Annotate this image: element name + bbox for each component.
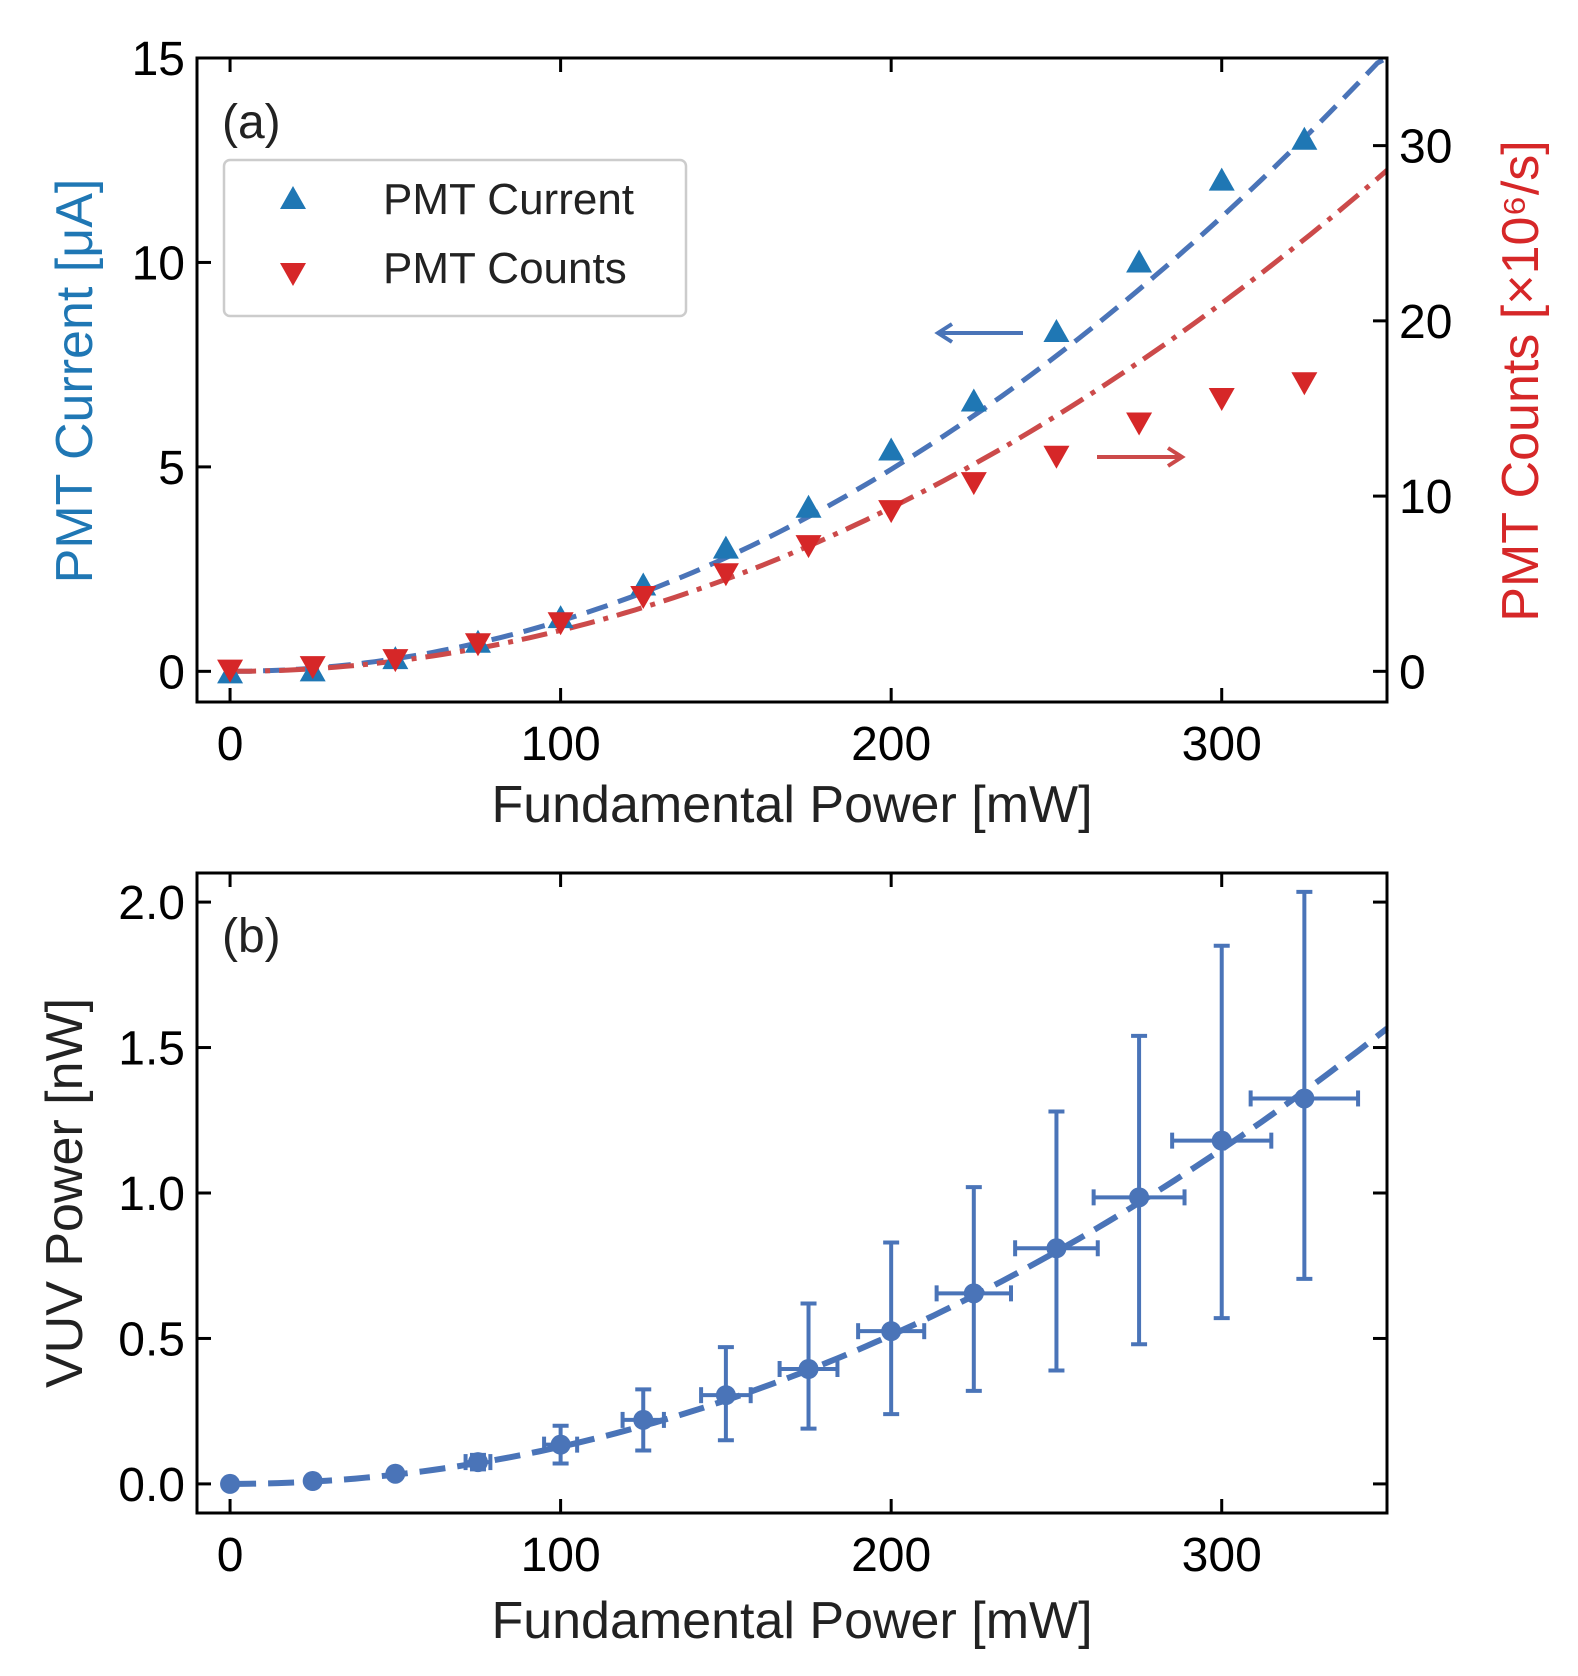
vuv-point [881,1321,902,1342]
y-tick-label-right: 0 [1399,646,1426,699]
y-tick-label-right: 10 [1399,471,1452,524]
y-tick-label: 1.5 [118,1023,185,1076]
vuv-point [1046,1238,1067,1259]
vuv-point [467,1452,488,1473]
panel-a-fits [230,55,1389,674]
current-point [960,388,987,412]
x-tick-label: 300 [1182,1529,1262,1582]
panel-b-frame [195,871,1389,1515]
y-tick-label: 10 [132,237,185,290]
x-tick-label: 200 [851,718,931,771]
panel-a-frame [195,56,1389,704]
counts-point [1291,372,1318,396]
panel-b-xlabel: Fundamental Power [mW] [491,1592,1092,1650]
current-point [1126,249,1153,273]
y-tick-label: 15 [132,33,185,86]
current-point [1043,318,1070,342]
y-tick-label: 1.0 [118,1168,185,1221]
arrow-right-counts [1097,446,1186,468]
vuv-point [715,1385,736,1406]
current-point [1208,167,1235,191]
x-tick-label: 0 [217,718,244,771]
counts-point [382,649,409,673]
counts-point [217,659,244,683]
current-fit-curve [230,55,1389,674]
y-tick-label: 2.0 [118,877,185,930]
y-tick-label-right: 30 [1399,121,1452,174]
panel-a-label: (a) [222,96,281,149]
counts-point [630,585,657,609]
vuv-error-bars [463,889,1361,1472]
legend-current-label: PMT Current [383,175,634,224]
counts-point [1043,445,1070,469]
legend-counts-label: PMT Counts [383,244,627,293]
y-tick-label: 0.5 [118,1313,185,1366]
vuv-point [550,1434,571,1455]
vuv-point [1129,1187,1150,1208]
x-tick-label: 300 [1182,718,1262,771]
panel-a-xlabel: Fundamental Power [mW] [491,776,1092,834]
counts-point [960,472,987,496]
y-tick-label-right: 20 [1399,296,1452,349]
counts-point [1208,387,1235,411]
y-tick-label: 0.0 [118,1459,185,1512]
counts-point [1126,412,1153,436]
x-tick-label: 0 [217,1529,244,1582]
vuv-point [385,1463,406,1484]
x-tick-label: 200 [851,1529,931,1582]
counts-point [795,535,822,559]
panel-b-ticks: 0 100 200 300 0.0 0.5 1.0 1.5 2.0 [118,873,1387,1582]
legend-current-marker [280,186,306,209]
current-point [712,535,739,559]
error-bar [1248,889,1361,1281]
panel-a-ticks: 0 100 200 300 0 5 10 15 0 10 20 30 [132,33,1453,771]
current-point [1291,126,1318,150]
counts-point [878,500,905,524]
vuv-point [220,1473,241,1494]
current-point [878,437,905,461]
panel-a: 0 100 200 300 0 5 10 15 0 10 20 30 (a) PMT Current … [46,33,1550,834]
arrow-left-current [934,322,1023,344]
panel-a-ylabel-left: PMT Current [μA] [46,179,104,584]
y-tick-label: 5 [158,442,185,495]
vuv-points [220,1088,1315,1494]
legend: PMT Current PMT Counts [222,158,688,318]
y-tick-label: 0 [158,646,185,699]
counts-point [547,612,574,636]
vuv-point [1211,1130,1232,1151]
panel-b-ylabel: VUV Power [nW] [36,998,94,1388]
panel-a-ylabel-right: PMT Counts [×10⁶/s] [1492,140,1550,621]
vuv-point [798,1359,819,1379]
panel-b: 0 100 200 300 0.0 0.5 1.0 1.5 2.0 (b) Fundamenta… [36,871,1389,1650]
counts-point [464,633,491,657]
counts-point [299,656,326,680]
legend-counts-marker [280,263,306,286]
vuv-point [963,1283,984,1304]
x-tick-label: 100 [521,1529,601,1582]
counts-points [217,372,1318,683]
vuv-point [633,1409,654,1430]
vuv-point [302,1471,323,1491]
panel-b-label: (b) [222,910,281,963]
counts-point [712,563,739,587]
vuv-point [1294,1088,1315,1109]
legend-box [222,158,688,318]
current-point [795,494,822,518]
x-tick-label: 100 [521,718,601,771]
